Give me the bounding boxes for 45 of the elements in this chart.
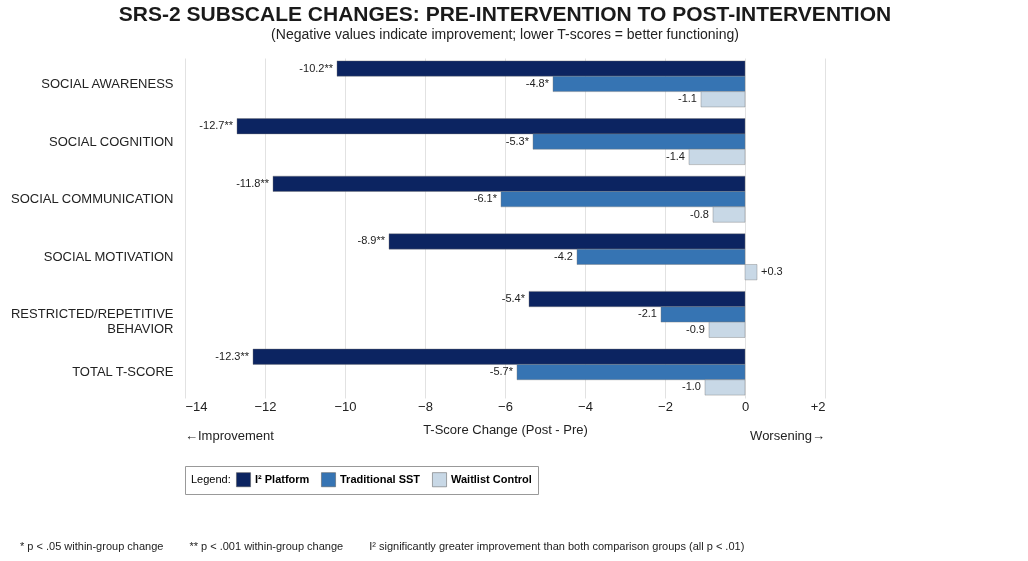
x-tick-label: +2 — [810, 398, 826, 414]
data-label: -8.9** — [357, 234, 386, 247]
y-tick-label: RESTRICTED/REPETITIVE BEHAVIOR — [10, 306, 174, 337]
y-tick-label: SOCIAL AWARENESS — [41, 75, 174, 91]
data-label: -5.3* — [505, 134, 530, 147]
x-axis-title: T-Score Change (Post - Pre) — [423, 421, 588, 437]
data-label: -4.2 — [554, 249, 573, 262]
chart-title: SRS-2 SUBSCALE CHANGES: PRE-INTERVENTION TO POST-INTERVENTION — [118, 2, 892, 25]
data-label: -4.8* — [525, 76, 550, 89]
chart-subtitle: (Negative values indicate improvement; lower T-scores = better functioning) — [271, 26, 739, 42]
data-label: -6.1* — [473, 192, 498, 205]
text: ←Improvement — [185, 428, 275, 443]
legend-label: Waitlist Control — [451, 472, 532, 485]
legend-label: Traditional SST — [340, 472, 421, 485]
x-tick-label: −4 — [578, 398, 593, 414]
data-label: -1.1 — [678, 92, 697, 105]
x-tick-label: −14 — [185, 398, 208, 414]
data-label: -12.7** — [199, 119, 234, 132]
data-label: -0.8 — [690, 207, 709, 220]
y-tick-label: SOCIAL COMMUNICATION — [10, 191, 174, 207]
y-tick-label: SOCIAL COGNITION — [49, 133, 174, 149]
x-tick-label: −2 — [658, 398, 673, 414]
text: Worsening→ — [750, 428, 825, 443]
data-label: -1.4 — [666, 149, 685, 162]
data-label: +0.3 — [761, 265, 783, 278]
x-tick-label: −8 — [418, 398, 433, 414]
text: ** p < .001 within-group change — [189, 540, 344, 552]
data-label: -10.2** — [299, 61, 334, 74]
data-label: -2.1 — [638, 307, 657, 320]
data-label: -5.7* — [489, 365, 514, 378]
x-tick-label: −6 — [498, 398, 513, 414]
x-tick-label: 0 — [741, 398, 750, 414]
text: I² significantly greater improvement than both comparison groups (all p < .01) — [369, 540, 745, 552]
legend-title: Legend: — [191, 473, 231, 485]
text: * p < .05 within-group change — [20, 540, 164, 552]
x-tick-label: −12 — [254, 398, 277, 414]
legend-label: I² Platform — [255, 472, 310, 485]
data-label: -5.4* — [501, 292, 526, 305]
x-tick-label: −10 — [334, 398, 357, 414]
data-label: -0.9 — [686, 322, 705, 335]
data-label: -1.0 — [682, 380, 701, 393]
data-label: -11.8** — [236, 176, 270, 189]
y-tick-label: TOTAL T-SCORE — [72, 364, 174, 380]
y-tick-label: SOCIAL MOTIVATION — [43, 248, 174, 264]
data-label: -12.3** — [215, 349, 250, 362]
